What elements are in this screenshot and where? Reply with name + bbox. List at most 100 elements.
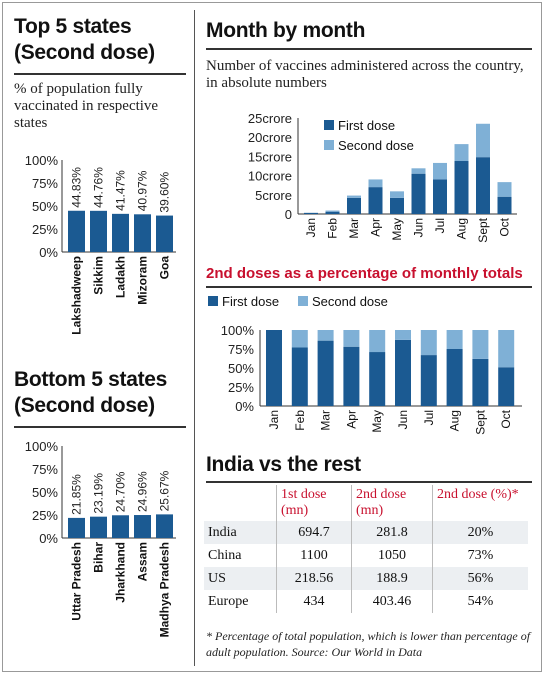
top5-data-label: 44.76% — [92, 167, 106, 208]
table-cell: 218.56 — [276, 567, 352, 590]
monthly-ytick-label: 0 — [285, 207, 292, 222]
table-rule — [206, 481, 532, 483]
pct-category-label: Jan — [267, 410, 281, 429]
pct-category-label: Oct — [499, 409, 513, 428]
monthly-ytick-label: 5crore — [255, 188, 292, 203]
bottom5-data-label: 24.96% — [136, 471, 150, 512]
monthly-second-dose-bar — [368, 179, 383, 188]
table-cell: 281.8 — [351, 521, 433, 544]
bottom5-category-label: Jharkhand — [114, 542, 128, 603]
bottom5-bar — [112, 515, 129, 538]
monthly-second-dose-bar — [497, 182, 512, 197]
top5-ytick-label: 100% — [25, 153, 59, 168]
table-cell: 1050 — [351, 544, 433, 567]
monthly-first-dose-bar — [497, 196, 512, 214]
monthly-ytick-label: 15crore — [248, 149, 292, 164]
pct-legend-swatch-first — [208, 296, 218, 306]
pct-ytick-label: 50% — [228, 361, 254, 376]
bottom5-title-line2: (Second dose) — [14, 394, 155, 417]
table-cell: 56% — [432, 567, 528, 590]
top5-ytick-label: 50% — [32, 199, 58, 214]
pct-second-dose-bar — [291, 330, 308, 348]
table-cell: 54% — [432, 590, 528, 613]
bottom5-title: Bottom 5 states (Second dose) — [14, 367, 167, 419]
pct-legend-swatch-second — [298, 296, 308, 306]
top5-bar — [156, 215, 173, 252]
monthly-second-dose-bar — [325, 210, 340, 212]
pct-second-dose-bar — [446, 330, 463, 349]
pct-first-dose-bar — [343, 346, 360, 406]
table-cell: 403.46 — [351, 590, 433, 613]
monthly-first-dose-bar — [304, 212, 318, 214]
bottom5-data-label: 23.19% — [92, 473, 106, 514]
pct-first-dose-bar — [266, 330, 282, 406]
table-header-cell: 1st dose (mn) — [276, 485, 352, 521]
monthly-first-dose-bar — [433, 179, 447, 214]
footnote: * Percentage of total population, which … — [206, 629, 531, 659]
monthly-legend-swatch-first — [324, 120, 334, 130]
comparison-table: 1st dose (mn) 2nd dose (mn) 2nd dose (%)… — [204, 485, 528, 613]
top5-category-label: Ladakh — [114, 256, 128, 298]
monthly-second-dose-bar — [390, 191, 404, 198]
monthly-second-dose-bar — [476, 123, 490, 158]
pct-category-label: Aug — [448, 410, 462, 431]
month-subtitle: Number of vaccines administered across t… — [206, 58, 524, 91]
pct-category-label: Feb — [293, 410, 307, 431]
column-divider — [194, 10, 195, 666]
top5-category-label: Lakshadweep — [70, 256, 84, 335]
table-cell: 73% — [432, 544, 528, 567]
bottom5-rule — [14, 426, 186, 428]
monthly-first-dose-bar — [390, 197, 404, 214]
pct-first-dose-bar — [472, 358, 489, 406]
top5-title-line2: (Second dose) — [14, 41, 155, 64]
monthly-second-dose-bar — [411, 168, 426, 174]
top5-ytick-label: 25% — [32, 222, 58, 237]
top5-data-label: 40.97% — [136, 170, 150, 211]
bottom5-bar — [90, 516, 107, 538]
monthly-second-dose-bar — [454, 144, 469, 162]
table-cell: US — [204, 567, 277, 590]
bottom5-ytick-label: 100% — [25, 439, 59, 454]
table-cell: India — [204, 521, 277, 544]
bottom5-bar — [134, 515, 151, 538]
top5-title: Top 5 states (Second dose) — [14, 14, 155, 66]
monthly-first-dose-bar — [325, 211, 340, 214]
monthly-first-dose-bar — [347, 197, 361, 214]
bottom5-category-label: Madhya Pradesh — [158, 542, 172, 637]
table-cell: China — [208, 547, 242, 563]
bottom5-data-label: 21.85% — [70, 474, 84, 515]
pct-first-dose-bar — [291, 347, 308, 406]
pct-first-dose-bar — [498, 367, 515, 406]
top5-title-line1: Top 5 states — [14, 15, 132, 38]
pct-ytick-label: 25% — [228, 380, 254, 395]
monthly-ytick-label: 25crore — [248, 111, 292, 126]
monthly-legend-label-second: Second dose — [338, 138, 414, 153]
pct-second-dose-bar — [498, 330, 515, 368]
bottom5-ytick-label: 75% — [32, 462, 58, 477]
monthly-legend-label-first: First dose — [338, 118, 395, 133]
table-row: Europe 434 403.46 54% — [204, 590, 528, 613]
table-cell: 694.7 — [276, 521, 352, 544]
monthly-category-label: Jul — [433, 218, 447, 233]
table-cell: 1100 — [276, 544, 352, 567]
pct-first-dose-bar — [395, 339, 411, 406]
bottom5-category-label: Assam — [136, 542, 150, 581]
pct-chart: First dose Second dose 100% 75% 50% 25% 0% Jan F… — [208, 294, 522, 435]
bottom5-data-label: 25.67% — [158, 470, 172, 511]
top5-bar — [68, 210, 85, 252]
pct-second-dose-bar — [369, 330, 386, 353]
pct-legend-label-first: First dose — [222, 294, 279, 309]
pct-first-dose-bar — [317, 340, 334, 406]
pct-second-dose-bar — [343, 330, 360, 347]
pct-category-label: Jul — [422, 410, 436, 425]
pct-second-dose-bar — [472, 330, 489, 359]
pct-rule — [206, 286, 532, 288]
top5-rule — [14, 73, 186, 75]
bottom5-title-line1: Bottom 5 states — [14, 368, 168, 391]
month-rule — [206, 48, 532, 50]
bottom5-ytick-label: 0% — [39, 531, 58, 546]
top5-chart: 100% 75% 50% 25% 0% 44.83% Lakshadweep 44.76% Si… — [25, 153, 176, 335]
top5-bar — [134, 214, 151, 252]
bottom5-bar — [156, 514, 173, 538]
